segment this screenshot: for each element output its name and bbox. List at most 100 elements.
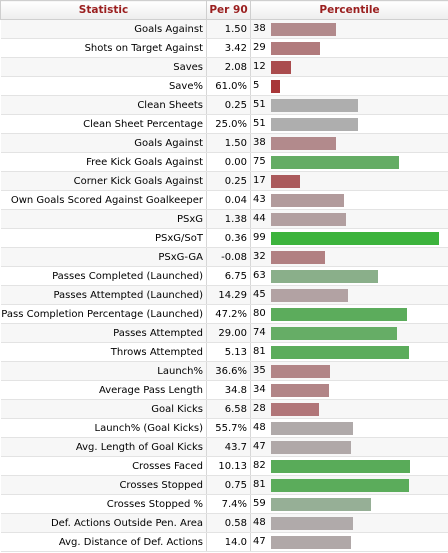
statistic-name: Free Kick Goals Against — [0, 152, 207, 172]
percentile-value: 51 — [253, 118, 266, 129]
per90-value: 10.13 — [206, 456, 251, 476]
table-row: Free Kick Goals Against 0.00 75 — [0, 152, 448, 172]
header-row: Statistic Per 90 Percentile — [0, 0, 448, 20]
percentile-cell: 32 — [250, 247, 448, 267]
per90-value: 3.42 — [206, 38, 251, 58]
statistic-name: Goal Kicks — [0, 399, 207, 419]
percentile-value: 38 — [253, 137, 266, 148]
percentile-bar — [271, 194, 344, 207]
percentile-cell: 81 — [250, 475, 448, 495]
statistic-name: Avg. Distance of Def. Actions — [0, 532, 207, 552]
statistic-name: Passes Attempted — [0, 323, 207, 343]
table-row: Avg. Distance of Def. Actions 14.0 47 — [0, 532, 448, 552]
table-row: Throws Attempted 5.13 81 — [0, 342, 448, 362]
statistic-name: Own Goals Scored Against Goalkeeper — [0, 190, 207, 210]
percentile-column-header[interactable]: Percentile — [250, 0, 448, 20]
per90-value: 0.04 — [206, 190, 251, 210]
statistic-name: Passes Completed (Launched) — [0, 266, 207, 286]
statistic-name: Launch% — [0, 361, 207, 381]
percentile-bar — [271, 156, 399, 169]
percentile-bar — [271, 327, 397, 340]
percentile-value: 47 — [253, 536, 266, 547]
percentile-value: 29 — [253, 42, 266, 53]
per90-value: 0.25 — [206, 95, 251, 115]
percentile-cell: 51 — [250, 114, 448, 134]
percentile-bar — [271, 441, 351, 454]
per90-value: 55.7% — [206, 418, 251, 438]
statistic-name: PSxG/SoT — [0, 228, 207, 248]
percentile-value: 48 — [253, 517, 266, 528]
percentile-bar — [271, 42, 320, 55]
per90-value: 1.38 — [206, 209, 251, 229]
statistic-name: Corner Kick Goals Against — [0, 171, 207, 191]
percentile-cell: 48 — [250, 513, 448, 533]
percentile-bar — [271, 498, 371, 511]
statistic-name: Passes Attempted (Launched) — [0, 285, 207, 305]
per90-value: 29.00 — [206, 323, 251, 343]
table-row: Crosses Stopped % 7.4% 59 — [0, 494, 448, 514]
statistic-name: Goals Against — [0, 133, 207, 153]
statistic-name: Launch% (Goal Kicks) — [0, 418, 207, 438]
percentile-value: 63 — [253, 270, 266, 281]
table-row: Goals Against 1.50 38 — [0, 19, 448, 39]
percentile-cell: 81 — [250, 342, 448, 362]
table-row: Average Pass Length 34.8 34 — [0, 380, 448, 400]
table-row: PSxG-GA -0.08 32 — [0, 247, 448, 267]
percentile-bar — [271, 137, 336, 150]
statistic-name: Def. Actions Outside Pen. Area — [0, 513, 207, 533]
percentile-cell: 17 — [250, 171, 448, 191]
table-row: Goal Kicks 6.58 28 — [0, 399, 448, 419]
percentile-bar — [271, 422, 353, 435]
percentile-bar — [271, 270, 378, 283]
per90-value: 34.8 — [206, 380, 251, 400]
statistic-name: Pass Completion Percentage (Launched) — [0, 304, 207, 324]
percentile-value: 99 — [253, 232, 266, 243]
table-row: Launch% 36.6% 35 — [0, 361, 448, 381]
percentile-cell: 47 — [250, 532, 448, 552]
percentile-cell: 12 — [250, 57, 448, 77]
table-row: Clean Sheet Percentage 25.0% 51 — [0, 114, 448, 134]
statistic-name: Clean Sheets — [0, 95, 207, 115]
percentile-cell: 99 — [250, 228, 448, 248]
statistic-name: Average Pass Length — [0, 380, 207, 400]
percentile-bar — [271, 365, 330, 378]
percentile-bar — [271, 384, 329, 397]
percentile-bar — [271, 213, 346, 226]
table-row: PSxG 1.38 44 — [0, 209, 448, 229]
percentile-value: 34 — [253, 384, 266, 395]
per90-value: 36.6% — [206, 361, 251, 381]
per90-value: 0.75 — [206, 475, 251, 495]
percentile-cell: 28 — [250, 399, 448, 419]
per90-value: 43.7 — [206, 437, 251, 457]
percentile-bar — [271, 80, 280, 93]
table-row: Pass Completion Percentage (Launched) 47… — [0, 304, 448, 324]
per90-column-header[interactable]: Per 90 — [206, 0, 251, 20]
percentile-cell: 63 — [250, 266, 448, 286]
percentile-bar — [271, 251, 325, 264]
table-row: Clean Sheets 0.25 51 — [0, 95, 448, 115]
percentile-value: 44 — [253, 213, 266, 224]
percentile-value: 80 — [253, 308, 266, 319]
percentile-cell: 47 — [250, 437, 448, 457]
percentile-bar — [271, 232, 439, 245]
percentile-value: 5 — [253, 80, 260, 91]
per90-value: 7.4% — [206, 494, 251, 514]
table-row: Saves 2.08 12 — [0, 57, 448, 77]
percentile-value: 35 — [253, 365, 266, 376]
per90-value: 14.29 — [206, 285, 251, 305]
percentile-value: 74 — [253, 327, 266, 338]
percentile-value: 38 — [253, 23, 266, 34]
per90-value: 61.0% — [206, 76, 251, 96]
statistic-name: PSxG-GA — [0, 247, 207, 267]
percentile-bar — [271, 23, 336, 36]
per90-value: 0.25 — [206, 171, 251, 191]
table-row: Shots on Target Against 3.42 29 — [0, 38, 448, 58]
table-row: Own Goals Scored Against Goalkeeper 0.04… — [0, 190, 448, 210]
statistic-name: Throws Attempted — [0, 342, 207, 362]
percentile-value: 45 — [253, 289, 266, 300]
percentile-value: 81 — [253, 346, 266, 357]
table-row: Crosses Stopped 0.75 81 — [0, 475, 448, 495]
statistic-column-header[interactable]: Statistic — [0, 0, 207, 20]
stats-body: Goals Against 1.50 38 Shots on Target Ag… — [0, 19, 448, 552]
